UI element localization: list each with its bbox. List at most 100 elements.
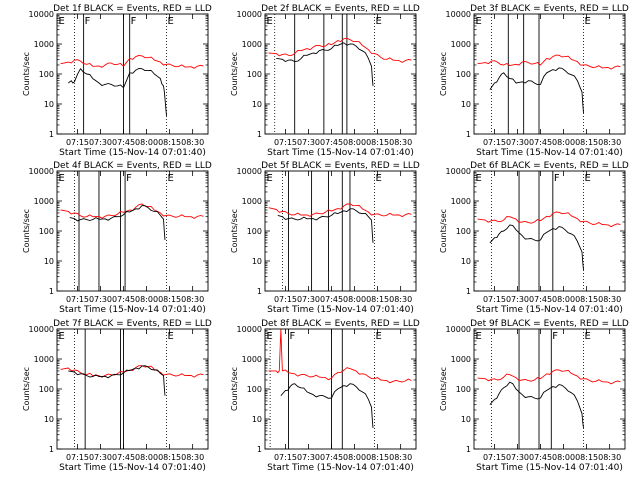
x-tick-label: 07:30	[297, 138, 320, 147]
x-tick-label: 08:15	[158, 453, 181, 462]
plot-frame	[56, 170, 209, 292]
x-tick-label: 07:30	[89, 138, 112, 147]
x-axis-label: Start Time (15-Nov-14 07:01:40)	[59, 463, 206, 473]
x-tick-label: 08:15	[366, 453, 389, 462]
panel-title: Det 8f BLACK = Events, RED = LLD	[261, 319, 420, 329]
y-tick-label: 1	[257, 130, 262, 139]
panel-title: Det 7f BLACK = Events, RED = LLD	[53, 319, 212, 329]
y-tick-label: 100	[39, 70, 54, 79]
x-tick-label: 07:45	[529, 453, 552, 462]
marker-letter-e: E	[376, 331, 382, 342]
x-axis-label: Start Time (15-Nov-14 07:01:40)	[476, 305, 623, 315]
marker-letter-e: E	[376, 173, 382, 184]
y-tick-label: 10000	[446, 167, 471, 176]
marker-letter-e: E	[59, 331, 65, 342]
y-tick-label: 1	[257, 287, 262, 296]
y-tick-label: 1000	[451, 355, 471, 364]
y-tick-label: 1000	[34, 197, 54, 206]
x-tick-label: 08:00	[552, 138, 575, 147]
x-tick-label: 07:15	[274, 295, 297, 304]
panel-det-6: Det 6f BLACK = Events, RED = LLD 1 10 100 10…	[439, 161, 629, 315]
y-axis-label: Counts/sec	[439, 209, 448, 253]
y-tick-label: 10000	[29, 10, 54, 19]
x-tick-label: 07:45	[112, 295, 135, 304]
x-tick-label: 07:15	[66, 295, 89, 304]
x-tick-label: 08:15	[158, 295, 181, 304]
marker-letter-e: E	[585, 16, 591, 27]
x-tick-label: 08:30	[598, 295, 621, 304]
x-tick-label: 08:30	[181, 453, 204, 462]
x-tick-label: 07:45	[320, 453, 343, 462]
events-series-line	[489, 381, 584, 429]
marker-letter-e: E	[376, 16, 382, 27]
x-tick-label: 08:30	[181, 295, 204, 304]
y-tick-label: 10000	[237, 325, 262, 334]
x-tick-label: 07:30	[297, 295, 320, 304]
y-tick-label: 1	[466, 287, 471, 296]
y-tick-label: 100	[247, 227, 262, 236]
panel-title: Det 5f BLACK = Events, RED = LLD	[261, 161, 420, 171]
y-tick-label: 10	[252, 257, 262, 266]
x-tick-label: 07:30	[506, 138, 529, 147]
y-tick-label: 1	[49, 445, 54, 454]
events-series-line	[277, 208, 374, 243]
x-tick-label: 07:15	[274, 453, 297, 462]
y-tick-label: 100	[247, 70, 262, 79]
panel-det-9: Det 9f BLACK = Events, RED = LLD 1 10 100 10…	[439, 319, 629, 473]
x-tick-label: 07:15	[66, 453, 89, 462]
y-tick-label: 10000	[237, 10, 262, 19]
y-tick-label: 10000	[29, 167, 54, 176]
y-tick-label: 1000	[34, 40, 54, 49]
panel-det-4: Det 4f BLACK = Events, RED = LLD 1 10 100 10…	[22, 161, 212, 315]
x-tick-label: 08:15	[575, 453, 598, 462]
marker-letter-e: E	[267, 331, 273, 342]
x-tick-label: 08:15	[366, 138, 389, 147]
y-tick-label: 10	[44, 257, 54, 266]
y-tick-label: 100	[456, 385, 471, 394]
y-tick-label: 1	[466, 445, 471, 454]
lld-series-line	[477, 54, 621, 70]
marker-letter-e: E	[476, 16, 482, 27]
panel-title: Det 2f BLACK = Events, RED = LLD	[261, 4, 420, 14]
y-tick-label: 100	[39, 385, 54, 394]
marker-letter-e: E	[267, 173, 273, 184]
plot-frame	[473, 170, 626, 292]
x-tick-label: 08:30	[598, 453, 621, 462]
x-tick-label: 07:30	[506, 453, 529, 462]
y-tick-label: 1000	[451, 197, 471, 206]
y-axis-label: Counts/sec	[230, 209, 239, 253]
events-series-line	[280, 383, 374, 429]
plot-frame	[56, 328, 209, 450]
x-tick-label: 08:30	[181, 138, 204, 147]
marker-letter-e: E	[585, 331, 591, 342]
lld-series-line	[60, 365, 204, 378]
y-tick-label: 10	[252, 100, 262, 109]
y-tick-label: 10	[461, 100, 471, 109]
events-series-line	[68, 68, 167, 116]
lld-series-line	[268, 203, 412, 218]
plot-frame	[56, 13, 209, 135]
x-tick-label: 07:15	[483, 453, 506, 462]
y-axis-label: Counts/sec	[439, 367, 448, 411]
x-tick-label: 07:45	[320, 138, 343, 147]
marker-letter-f: F	[85, 16, 91, 27]
x-axis-label: Start Time (15-Nov-14 07:01:40)	[59, 148, 206, 158]
lld-series-line	[268, 37, 412, 63]
y-axis-label: Counts/sec	[22, 209, 31, 253]
x-axis-label: Start Time (15-Nov-14 07:01:40)	[267, 305, 414, 315]
x-tick-label: 08:00	[552, 453, 575, 462]
x-tick-label: 07:45	[529, 295, 552, 304]
panel-det-5: Det 5f BLACK = Events, RED = LLD 1 10 100 10…	[230, 161, 420, 315]
y-tick-label: 10	[44, 100, 54, 109]
panel-det-7: Det 7f BLACK = Events, RED = LLD 1 10 100 10…	[22, 319, 212, 473]
x-tick-label: 08:00	[135, 295, 158, 304]
marker-letter-e: E	[59, 173, 65, 184]
panel-det-1: Det 1f BLACK = Events, RED = LLD 1 10 100 10…	[22, 4, 212, 158]
y-tick-label: 1000	[242, 355, 262, 364]
panel-det-3: Det 3f BLACK = Events, RED = LLD 1 10 100 10…	[439, 4, 629, 158]
lld-series-line	[477, 211, 621, 228]
marker-letter-e: E	[585, 173, 591, 184]
events-series-line	[69, 205, 166, 241]
plot-frame	[473, 328, 626, 450]
marker-letter-e: E	[476, 331, 482, 342]
